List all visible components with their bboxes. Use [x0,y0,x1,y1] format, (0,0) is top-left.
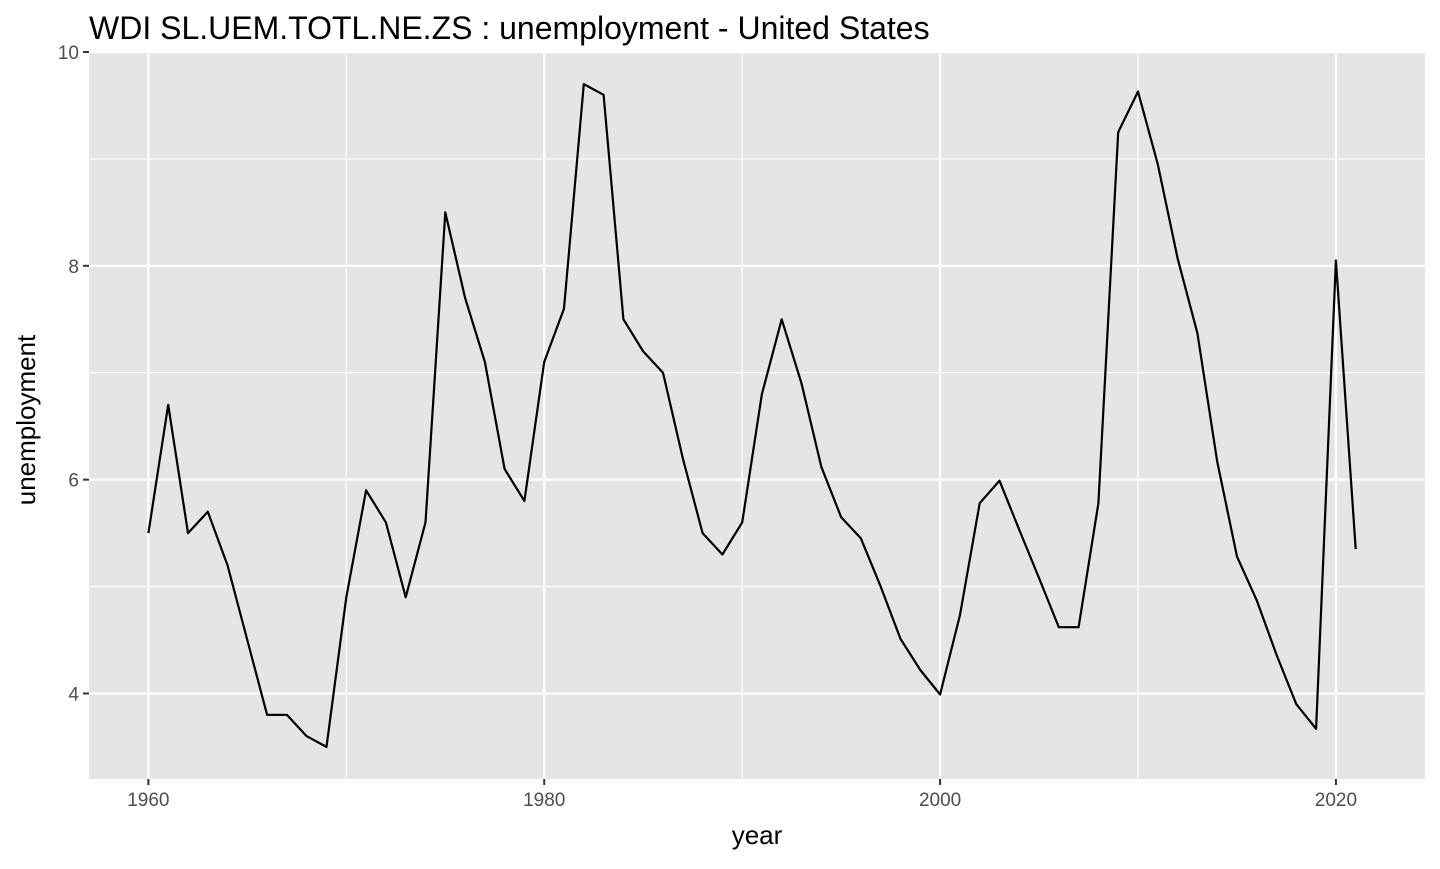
series-line [147,82,1357,749]
x-tick-label: 2020 [1315,790,1357,811]
y-tick-label: 8 [68,257,79,278]
plot-panel [89,52,1425,779]
y-tick-label: 6 [68,471,79,492]
y-tick-label: 10 [58,43,79,64]
minor-gridlines [89,52,1425,779]
major-gridlines [89,50,1425,779]
x-tick-label: 1980 [523,790,565,811]
x-tick-label: 2000 [919,790,961,811]
y-tick-label: 4 [68,684,79,705]
x-tick-label: 1960 [127,790,169,811]
x-axis: 1960 1980 2000 2020 [127,779,1357,811]
chart-title: WDI SL.UEM.TOTL.NE.ZS : unemployment - U… [89,10,930,46]
y-axis-title: unemployment [11,334,41,505]
y-axis: 4 6 8 10 [58,43,89,705]
x-axis-title: year [732,820,783,850]
